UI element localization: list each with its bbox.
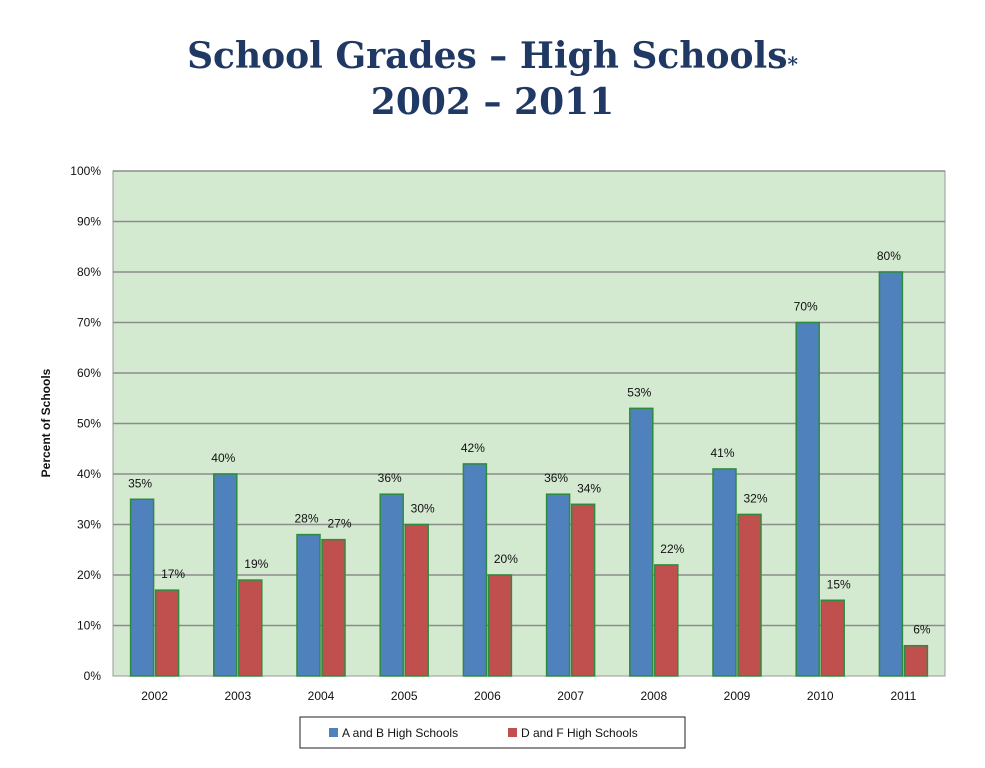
y-tick-label: 0% (84, 669, 102, 683)
chart-subtitle: 2002 – 2011 (370, 81, 615, 123)
data-labels: 35% 17% 40% 19% 28% 27% 36% 30% 42% 20% 36% 34% 53% 2… (128, 249, 931, 637)
data-label-d-and-f: 22% (660, 542, 684, 556)
bar-a-and-b (296, 533, 321, 677)
x-tick-label: 2005 (391, 689, 418, 703)
data-label-d-and-f: 32% (743, 491, 767, 505)
data-label-d-and-f: 17% (161, 567, 185, 581)
x-axis-ticks: 2002 2003 2004 2005 2006 2007 2008 2009 2010 2011 (141, 689, 916, 703)
legend-swatch-a-and-b (329, 728, 338, 737)
x-tick-label: 2009 (724, 689, 751, 703)
y-axis-label: Percent of Schools (39, 368, 53, 477)
y-tick-label: 40% (77, 467, 101, 481)
x-tick-label: 2007 (557, 689, 584, 703)
y-tick-label: 90% (77, 215, 101, 229)
legend-swatch-d-and-f (508, 728, 517, 737)
chart-title: School Grades – High Schools* (0, 34, 985, 78)
bar-a-and-b (462, 463, 488, 677)
bar-d-and-f (654, 564, 679, 677)
data-label-d-and-f: 34% (577, 481, 601, 495)
bar-a-and-b (712, 468, 737, 677)
x-tick-label: 2006 (474, 689, 501, 703)
y-tick-label: 80% (77, 265, 101, 279)
data-label-d-and-f: 20% (494, 552, 518, 566)
data-label-d-and-f: 30% (411, 502, 435, 516)
bar-d-and-f (487, 574, 513, 677)
data-label-a-and-b: 42% (461, 441, 485, 455)
bar-d-and-f (570, 503, 596, 677)
bar-d-and-f (903, 644, 929, 677)
data-label-a-and-b: 36% (544, 471, 568, 485)
data-label-a-and-b: 53% (627, 385, 651, 399)
data-label-a-and-b: 35% (128, 476, 152, 490)
data-label-a-and-b: 40% (211, 451, 235, 465)
y-tick-label: 10% (77, 619, 101, 633)
x-tick-label: 2010 (807, 689, 834, 703)
data-label-d-and-f: 6% (913, 623, 931, 637)
y-tick-label: 60% (77, 366, 101, 380)
title-asterisk: * (787, 52, 798, 76)
chart-title-text: School Grades – High Schools (187, 35, 788, 77)
y-tick-label: 30% (77, 518, 101, 532)
data-label-d-and-f: 19% (244, 557, 268, 571)
x-tick-label: 2002 (141, 689, 168, 703)
data-label-a-and-b: 36% (378, 471, 402, 485)
y-tick-label: 100% (70, 164, 101, 178)
y-axis-ticks: 0% 10% 20% 30% 40% 50% 60% 70% 80% 90% 100% (70, 164, 101, 683)
data-label-d-and-f: 27% (327, 517, 351, 531)
y-tick-label: 50% (77, 417, 101, 431)
bar-d-and-f (404, 523, 429, 677)
data-label-d-and-f: 15% (827, 577, 851, 591)
data-label-a-and-b: 70% (794, 300, 818, 314)
bar-d-and-f (321, 538, 346, 677)
data-label-a-and-b: 80% (877, 249, 901, 263)
bar-a-and-b (629, 407, 654, 677)
legend-box (299, 716, 686, 749)
data-label-a-and-b: 41% (710, 446, 734, 460)
bar-d-and-f (737, 513, 762, 677)
bar-a-and-b (878, 271, 904, 677)
bars (129, 271, 929, 677)
bar-a-and-b (213, 473, 238, 677)
bar-d-and-f (820, 599, 845, 677)
bar-a-and-b (545, 493, 571, 677)
bar-a-and-b (379, 493, 404, 677)
y-tick-label: 20% (77, 568, 101, 582)
legend-label-a-and-b: A and B High Schools (342, 726, 458, 740)
legend-label-d-and-f: D and F High Schools (521, 726, 638, 740)
x-tick-label: 2008 (640, 689, 667, 703)
bar-d-and-f (154, 589, 180, 677)
bar-d-and-f (238, 579, 263, 677)
x-tick-label: 2004 (308, 689, 335, 703)
bar-a-and-b (129, 498, 155, 677)
y-tick-label: 70% (77, 316, 101, 330)
data-label-a-and-b: 28% (294, 512, 318, 526)
x-tick-label: 2011 (890, 689, 916, 703)
bar-a-and-b (795, 321, 820, 677)
x-tick-label: 2003 (224, 689, 251, 703)
legend: A and B High Schools D and F High School… (299, 716, 686, 749)
